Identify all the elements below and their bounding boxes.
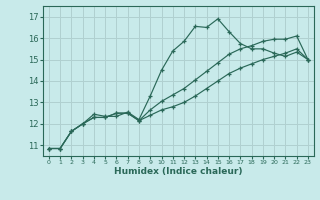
X-axis label: Humidex (Indice chaleur): Humidex (Indice chaleur): [114, 167, 243, 176]
